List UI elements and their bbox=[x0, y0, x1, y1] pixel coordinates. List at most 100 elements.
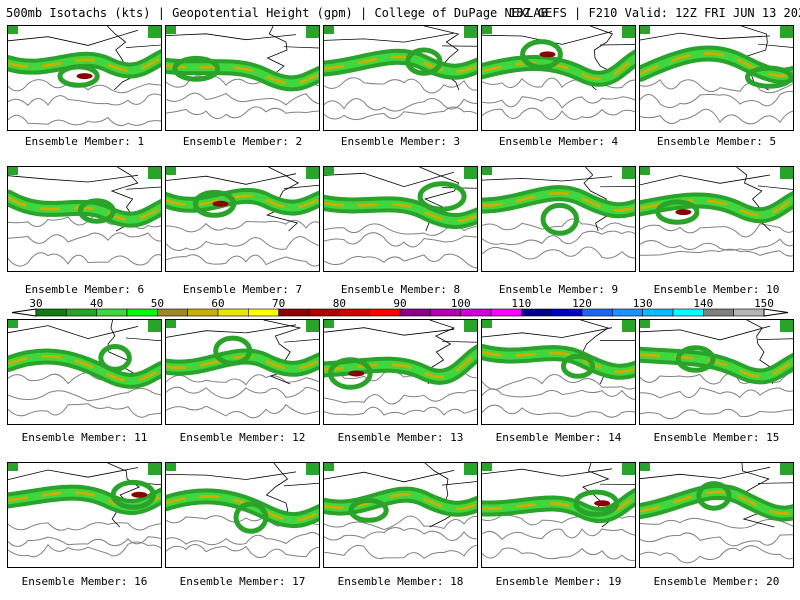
height-contour bbox=[640, 90, 793, 109]
jet-core bbox=[8, 196, 161, 222]
colorbar-tick-label: 120 bbox=[572, 297, 592, 310]
height-contour bbox=[640, 517, 793, 529]
height-contour bbox=[8, 252, 161, 267]
border-line bbox=[283, 338, 319, 343]
jet-core bbox=[8, 56, 161, 72]
ensemble-member-map bbox=[165, 166, 320, 272]
jet-maximum bbox=[348, 370, 365, 377]
colorbar-swatch bbox=[126, 308, 158, 317]
ensemble-member-label: Ensemble Member: 5 bbox=[656, 135, 777, 148]
title-left: 500mb Isotachs (kts) | Geopotential Heig… bbox=[6, 6, 548, 20]
ensemble-member-map bbox=[165, 25, 320, 131]
colorbar-swatch bbox=[248, 308, 279, 317]
coastline bbox=[166, 33, 297, 41]
ensemble-member-label: Ensemble Member: 8 bbox=[340, 283, 461, 296]
ensemble-member-label: Ensemble Member: 17 bbox=[179, 575, 306, 588]
coastline bbox=[8, 174, 139, 183]
border-line bbox=[599, 44, 635, 46]
height-contour bbox=[640, 408, 793, 420]
coastline bbox=[166, 324, 297, 338]
isotach-patch bbox=[8, 320, 18, 328]
jet-core bbox=[324, 351, 477, 379]
ensemble-member-label: Ensemble Member: 9 bbox=[498, 283, 619, 296]
height-contour bbox=[8, 114, 161, 127]
height-contour bbox=[324, 77, 477, 94]
colorbar-tick-label: 70 bbox=[272, 297, 285, 310]
height-contour bbox=[166, 106, 319, 120]
map-panel-graphic bbox=[8, 167, 161, 267]
isotach-patch bbox=[622, 26, 635, 38]
jet-core bbox=[482, 191, 635, 212]
isotach-patch bbox=[780, 167, 793, 179]
ensemble-member-map bbox=[165, 319, 320, 425]
colorbar-tick-label: 50 bbox=[151, 297, 164, 310]
jet-maximum bbox=[675, 209, 692, 216]
isotach-patch bbox=[148, 463, 161, 475]
isotach-patch bbox=[306, 320, 319, 332]
isotach-patch bbox=[482, 167, 492, 175]
colorbar-swatch bbox=[217, 308, 249, 317]
colorbar-swatch bbox=[157, 308, 188, 317]
isotach-patch bbox=[464, 167, 477, 179]
height-contour bbox=[640, 223, 793, 238]
ensemble-member-label: Ensemble Member: 19 bbox=[495, 575, 622, 588]
jet-maximum bbox=[131, 491, 148, 498]
coastline bbox=[583, 167, 610, 232]
height-contour bbox=[324, 232, 477, 248]
map-panel-graphic bbox=[8, 26, 161, 127]
map-title: 500mb Isotachs (kts) | Geopotential Heig… bbox=[6, 5, 800, 21]
isotach-patch bbox=[780, 320, 793, 332]
height-contour bbox=[166, 386, 319, 399]
height-contour bbox=[482, 107, 635, 120]
jet-vortex bbox=[328, 357, 373, 390]
colorbar-swatch bbox=[278, 308, 310, 317]
ensemble-member-map bbox=[639, 25, 794, 131]
ensemble-member-map bbox=[481, 462, 636, 568]
colorbar-swatch bbox=[733, 308, 765, 317]
colorbar-tick-label: 40 bbox=[90, 297, 103, 310]
jet-core bbox=[640, 198, 793, 217]
jet-vortex bbox=[520, 39, 563, 70]
height-contour bbox=[8, 541, 161, 558]
ensemble-member-label: Ensemble Member: 15 bbox=[653, 431, 780, 444]
isotach-patch bbox=[148, 167, 161, 179]
colorbar-swatch bbox=[490, 308, 522, 317]
jet-maximum bbox=[76, 73, 93, 80]
ensemble-member-map bbox=[481, 166, 636, 272]
isotach-patch bbox=[640, 26, 650, 34]
map-panel-graphic bbox=[166, 167, 319, 267]
height-contour bbox=[482, 218, 635, 231]
jet-core bbox=[640, 353, 793, 378]
border-line bbox=[283, 184, 319, 189]
map-panel-graphic bbox=[166, 26, 319, 120]
colorbar-swatch bbox=[399, 308, 431, 317]
colorbar-swatch bbox=[339, 308, 370, 317]
isotach-patch bbox=[640, 167, 650, 175]
ensemble-member-map bbox=[165, 462, 320, 568]
colorbar-tick-label: 30 bbox=[29, 297, 42, 310]
height-contour bbox=[166, 92, 319, 106]
map-panel-graphic bbox=[640, 320, 793, 420]
map-panel-graphic bbox=[640, 26, 793, 125]
height-contour bbox=[166, 236, 319, 251]
jet-core bbox=[640, 490, 793, 516]
ensemble-member-label: Ensemble Member: 18 bbox=[337, 575, 464, 588]
colorbar-tick-label: 100 bbox=[451, 297, 471, 310]
border-line bbox=[125, 44, 161, 48]
isotach-patch bbox=[324, 167, 334, 175]
isotach-patch bbox=[464, 463, 477, 475]
jet-core bbox=[324, 201, 477, 223]
colorbar-swatch bbox=[581, 308, 613, 317]
colorbar-swatch bbox=[521, 308, 552, 317]
colorbar-swatch bbox=[35, 308, 67, 317]
jet-core bbox=[166, 64, 319, 85]
colorbar-tick-label: 110 bbox=[511, 297, 531, 310]
height-contour bbox=[640, 545, 793, 564]
isotach-patch bbox=[622, 167, 635, 179]
isotach-patch bbox=[324, 463, 334, 471]
isotach-patch bbox=[482, 26, 492, 34]
jet-vortex bbox=[573, 489, 620, 517]
ensemble-member-label: Ensemble Member: 13 bbox=[337, 431, 464, 444]
jet-vortex bbox=[77, 198, 116, 224]
isotach-patch bbox=[482, 320, 492, 328]
